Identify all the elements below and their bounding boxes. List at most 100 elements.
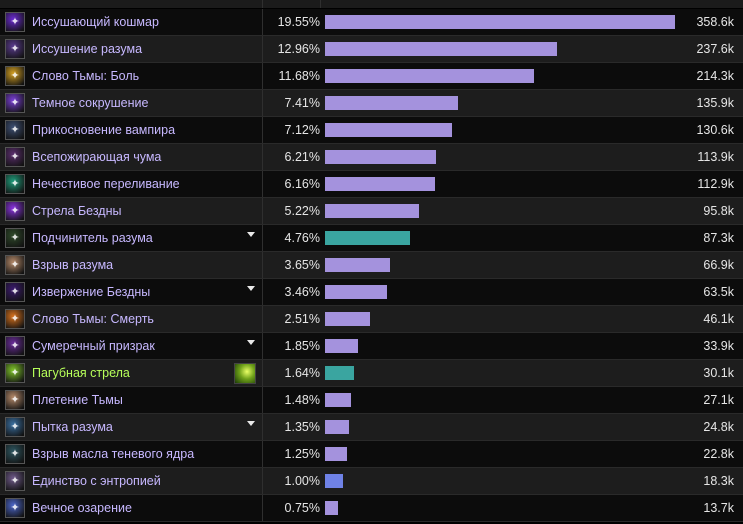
damage-percent: 6.16% — [284, 177, 320, 191]
damage-bar — [325, 204, 419, 218]
table-row[interactable]: ✦ Взрыв масла теневого ядра 1.25% 22.8k — [0, 441, 743, 468]
spell-name-cell: ✦ Вечное озарение — [0, 495, 263, 521]
table-row[interactable]: ✦ Прикосновение вампира 7.12% 130.6k — [0, 117, 743, 144]
table-row[interactable]: ✦ Пытка разума 1.35% 24.8k — [0, 414, 743, 441]
table-row[interactable]: ✦ Пагубная стрела 1.64% 30.1k — [0, 360, 743, 387]
mindbender-icon: ✦ — [5, 228, 25, 248]
spell-name: Прикосновение вампира — [32, 123, 176, 137]
spell-name: Иссушающий кошмар — [32, 15, 159, 29]
spell-name-cell: ✦ Подчинитель разума — [0, 225, 263, 251]
table-row[interactable]: ✦ Подчинитель разума 4.76% 87.3k — [0, 225, 743, 252]
spell-name-cell: ✦ Сумеречный призрак — [0, 333, 263, 359]
table-row[interactable]: ✦ Всепожирающая чума 6.21% 113.9k — [0, 144, 743, 171]
damage-bar — [325, 285, 387, 299]
damage-amount: 237.6k — [696, 42, 734, 56]
damage-amount: 24.8k — [703, 420, 734, 434]
table-header-strip — [0, 0, 743, 8]
damage-percent: 3.46% — [284, 285, 320, 299]
table-row[interactable]: ✦ Взрыв разума 3.65% 66.9k — [0, 252, 743, 279]
spell-name: Сумеречный призрак — [32, 339, 155, 353]
table-row[interactable]: ✦ Иссушение разума 12.96% 237.6k — [0, 36, 743, 63]
damage-amount: 214.3k — [696, 69, 734, 83]
expand-caret-icon[interactable] — [247, 421, 255, 426]
damage-amount: 358.6k — [696, 15, 734, 29]
devouring-plague-icon: ✦ — [5, 147, 25, 167]
spell-name-cell: ✦ Стрела Бездны — [0, 198, 263, 224]
table-row[interactable]: ✦ Слово Тьмы: Боль 11.68% 214.3k — [0, 63, 743, 90]
damage-percent: 1.00% — [284, 474, 320, 488]
spell-name: Единство с энтропией — [32, 474, 161, 488]
damage-percent: 1.25% — [284, 447, 320, 461]
expand-caret-icon[interactable] — [247, 340, 255, 345]
damage-amount: 130.6k — [696, 123, 734, 137]
spell-name-cell: ✦ Слово Тьмы: Смерть — [0, 306, 263, 332]
damage-percent: 1.85% — [284, 339, 320, 353]
damage-amount: 87.3k — [703, 231, 734, 245]
spell-name: Нечестивое переливание — [32, 177, 180, 191]
damage-amount: 30.1k — [703, 366, 734, 380]
damage-bar — [325, 177, 435, 191]
expand-caret-icon[interactable] — [247, 286, 255, 291]
baleful-bolt-icon: ✦ — [5, 363, 25, 383]
damage-amount: 22.8k — [703, 447, 734, 461]
spell-name-cell: ✦ Всепожирающая чума — [0, 144, 263, 170]
spell-name-cell: ✦ Извержение Бездны — [0, 279, 263, 305]
table-row[interactable]: ✦ Стрела Бездны 5.22% 95.8k — [0, 198, 743, 225]
damage-bar — [325, 15, 675, 29]
spell-name: Пытка разума — [32, 420, 113, 434]
spell-name-cell: ✦ Пытка разума — [0, 414, 263, 440]
damage-amount: 33.9k — [703, 339, 734, 353]
spell-name: Слово Тьмы: Смерть — [32, 312, 154, 326]
damage-bar — [325, 339, 358, 353]
damage-bar — [325, 231, 410, 245]
spell-name: Всепожирающая чума — [32, 150, 162, 164]
damage-bar — [325, 393, 351, 407]
damage-bar — [325, 501, 338, 515]
table-row[interactable]: ✦ Плетение Тьмы 1.48% 27.1k — [0, 387, 743, 414]
shadowcore-oil-icon: ✦ — [5, 444, 25, 464]
spell-name: Плетение Тьмы — [32, 393, 123, 407]
table-row[interactable]: ✦ Вечное озарение 0.75% 13.7k — [0, 495, 743, 522]
spell-name: Взрыв масла теневого ядра — [32, 447, 195, 461]
dark-void-icon: ✦ — [5, 93, 25, 113]
damage-percent: 11.68% — [278, 69, 320, 83]
spell-name-cell: ✦ Темное сокрушение — [0, 90, 263, 116]
spell-name-cell: ✦ Иссушающий кошмар — [0, 9, 263, 35]
damage-bar — [325, 312, 370, 326]
damage-amount: 13.7k — [703, 501, 734, 515]
spell-name: Вечное озарение — [32, 501, 132, 515]
damage-bar — [325, 447, 347, 461]
damage-amount: 95.8k — [703, 204, 734, 218]
baleful-bolt-side-icon — [234, 363, 256, 384]
damage-amount: 66.9k — [703, 258, 734, 272]
damage-amount: 46.1k — [703, 312, 734, 326]
damage-bar — [325, 366, 354, 380]
damage-bar — [325, 96, 458, 110]
table-row[interactable]: ✦ Иссушающий кошмар 19.55% 358.6k — [0, 9, 743, 36]
spell-name: Пагубная стрела — [32, 366, 130, 380]
spell-name: Стрела Бездны — [32, 204, 122, 218]
table-row[interactable]: ✦ Единство с энтропией 1.00% 18.3k — [0, 468, 743, 495]
spell-name: Взрыв разума — [32, 258, 114, 272]
damage-bar — [325, 258, 390, 272]
expand-caret-icon[interactable] — [247, 232, 255, 237]
void-bolt-icon: ✦ — [5, 201, 25, 221]
damage-bar — [325, 69, 534, 83]
damage-percent: 1.48% — [284, 393, 320, 407]
table-row[interactable]: ✦ Извержение Бездны 3.46% 63.5k — [0, 279, 743, 306]
mind-blast-icon: ✦ — [5, 255, 25, 275]
table-row[interactable]: ✦ Нечестивое переливание 6.16% 112.9k — [0, 171, 743, 198]
damage-percent: 2.51% — [284, 312, 320, 326]
unholy-transfusion-icon: ✦ — [5, 174, 25, 194]
spell-name-cell: ✦ Взрыв масла теневого ядра — [0, 441, 263, 467]
void-eruption-icon: ✦ — [5, 282, 25, 302]
mind-flay-icon: ✦ — [5, 39, 25, 59]
table-row[interactable]: ✦ Сумеречный призрак 1.85% 33.9k — [0, 333, 743, 360]
spell-name: Темное сокрушение — [32, 96, 149, 110]
table-row[interactable]: ✦ Темное сокрушение 7.41% 135.9k — [0, 90, 743, 117]
spell-name-cell: ✦ Слово Тьмы: Боль — [0, 63, 263, 89]
table-row[interactable]: ✦ Слово Тьмы: Смерть 2.51% 46.1k — [0, 306, 743, 333]
damage-bar — [325, 42, 557, 56]
damage-percent: 1.64% — [284, 366, 320, 380]
eternal-insight-icon: ✦ — [5, 498, 25, 518]
